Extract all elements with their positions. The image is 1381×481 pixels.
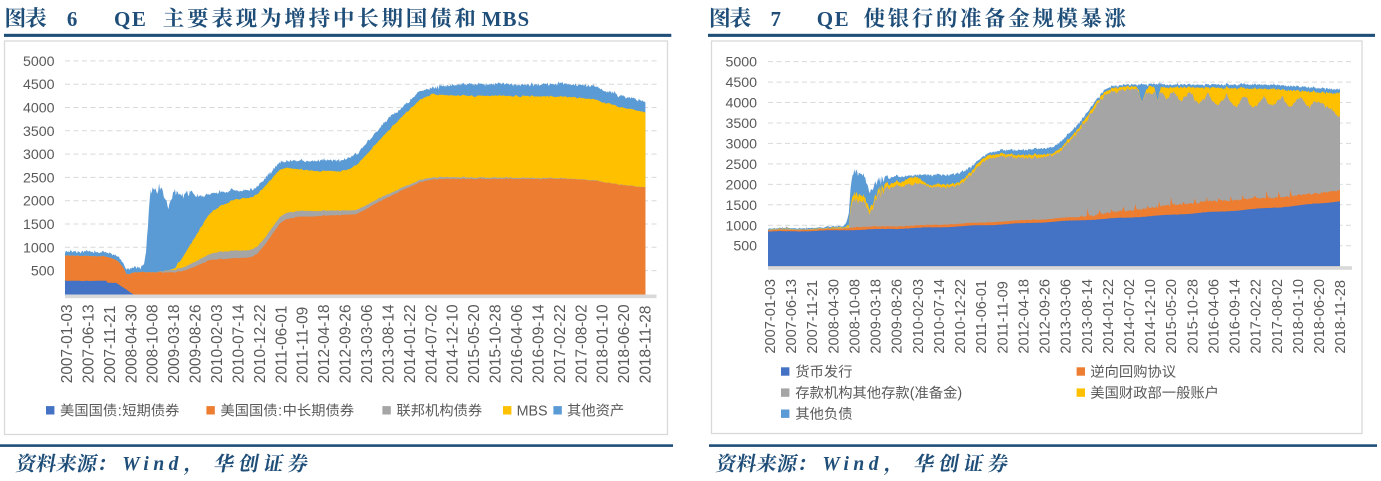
svg-text:QE: QE bbox=[817, 7, 850, 31]
svg-text:2015-05-20: 2015-05-20 bbox=[466, 304, 483, 383]
svg-text:2010-12-22: 2010-12-22 bbox=[953, 279, 969, 354]
svg-text::: : bbox=[278, 403, 282, 419]
svg-text:2008-04-30: 2008-04-30 bbox=[826, 279, 842, 354]
svg-text:2018-01-10: 2018-01-10 bbox=[595, 304, 612, 383]
svg-text:2007-01-03: 2007-01-03 bbox=[763, 279, 779, 354]
svg-text:2008-04-30: 2008-04-30 bbox=[123, 304, 140, 383]
svg-text:2015-05-20: 2015-05-20 bbox=[1164, 279, 1180, 354]
svg-text:): ) bbox=[957, 386, 962, 402]
svg-text:4000: 4000 bbox=[23, 101, 55, 117]
svg-text:2010-12-22: 2010-12-22 bbox=[252, 304, 269, 383]
svg-text:2013-08-14: 2013-08-14 bbox=[1080, 279, 1096, 354]
svg-text:4000: 4000 bbox=[725, 96, 757, 112]
svg-text:4500: 4500 bbox=[23, 77, 55, 93]
svg-text:2018-11-28: 2018-11-28 bbox=[638, 306, 655, 384]
svg-text:2014-12-10: 2014-12-10 bbox=[1143, 279, 1159, 354]
svg-text:2010-07-14: 2010-07-14 bbox=[230, 304, 247, 383]
svg-text:2007-06-13: 2007-06-13 bbox=[784, 279, 800, 354]
svg-text:QE: QE bbox=[114, 7, 147, 31]
svg-text:2008-10-08: 2008-10-08 bbox=[145, 304, 162, 383]
svg-text:MBS: MBS bbox=[482, 7, 531, 31]
svg-text:MBS: MBS bbox=[517, 403, 548, 419]
svg-text:2009-03-18: 2009-03-18 bbox=[869, 279, 885, 354]
svg-text:2018-11-28: 2018-11-28 bbox=[1333, 280, 1349, 354]
svg-text:2017-02-22: 2017-02-22 bbox=[1249, 279, 1265, 354]
svg-text:3000: 3000 bbox=[23, 147, 55, 163]
svg-text:2018-01-10: 2018-01-10 bbox=[1291, 279, 1307, 354]
svg-text:3000: 3000 bbox=[725, 136, 757, 152]
svg-text:2015-10-28: 2015-10-28 bbox=[488, 304, 505, 383]
svg-text:2011-11-09: 2011-11-09 bbox=[295, 307, 312, 383]
svg-text:4500: 4500 bbox=[725, 75, 757, 91]
svg-text:500: 500 bbox=[31, 264, 55, 280]
svg-text:2009-08-26: 2009-08-26 bbox=[188, 304, 205, 383]
svg-text:2016-04-06: 2016-04-06 bbox=[1207, 279, 1223, 354]
svg-text:(: ( bbox=[910, 386, 915, 402]
svg-text:3500: 3500 bbox=[23, 124, 55, 140]
svg-text:2500: 2500 bbox=[23, 170, 55, 186]
svg-text:1500: 1500 bbox=[725, 198, 757, 214]
svg-text:2011-06-01: 2011-06-01 bbox=[273, 306, 290, 384]
svg-text:2016-09-14: 2016-09-14 bbox=[1228, 279, 1244, 354]
svg-text:6: 6 bbox=[67, 7, 78, 31]
svg-text:2013-03-06: 2013-03-06 bbox=[359, 304, 376, 383]
svg-text:1000: 1000 bbox=[23, 240, 55, 256]
svg-text:2012-09-26: 2012-09-26 bbox=[1038, 279, 1054, 354]
svg-text:2011-06-01: 2011-06-01 bbox=[974, 280, 990, 354]
svg-text::: : bbox=[118, 403, 122, 419]
svg-text:2017-08-02: 2017-08-02 bbox=[1270, 279, 1286, 354]
svg-text:2014-07-02: 2014-07-02 bbox=[423, 304, 440, 383]
svg-text:2017-08-02: 2017-08-02 bbox=[573, 304, 590, 383]
svg-text:2000: 2000 bbox=[23, 194, 55, 210]
svg-text:2014-01-22: 2014-01-22 bbox=[1101, 279, 1117, 354]
svg-text:1500: 1500 bbox=[23, 217, 55, 233]
svg-text:2012-04-18: 2012-04-18 bbox=[316, 304, 333, 383]
svg-text:2013-03-06: 2013-03-06 bbox=[1059, 279, 1075, 354]
svg-text:2016-09-14: 2016-09-14 bbox=[530, 304, 547, 383]
svg-text:2010-02-03: 2010-02-03 bbox=[209, 304, 226, 383]
svg-text:3500: 3500 bbox=[725, 116, 757, 132]
svg-text:1000: 1000 bbox=[725, 218, 757, 234]
svg-text:2007-11-21: 2007-11-21 bbox=[805, 280, 821, 354]
svg-text:2008-10-08: 2008-10-08 bbox=[848, 279, 864, 354]
svg-text:2009-03-18: 2009-03-18 bbox=[166, 304, 183, 383]
svg-text:2015-10-28: 2015-10-28 bbox=[1185, 279, 1201, 354]
svg-text:2018-06-20: 2018-06-20 bbox=[1312, 279, 1328, 354]
svg-text:2000: 2000 bbox=[725, 177, 757, 193]
svg-text:500: 500 bbox=[733, 239, 757, 255]
svg-text:2009-08-26: 2009-08-26 bbox=[890, 279, 906, 354]
svg-text:2014-07-02: 2014-07-02 bbox=[1122, 279, 1138, 354]
svg-text:2007-01-03: 2007-01-03 bbox=[59, 304, 76, 383]
svg-text:2014-12-10: 2014-12-10 bbox=[445, 304, 462, 383]
svg-text:2500: 2500 bbox=[725, 157, 757, 173]
svg-text:5000: 5000 bbox=[725, 55, 757, 71]
svg-text:2013-08-14: 2013-08-14 bbox=[380, 304, 397, 383]
svg-text:Wind: Wind bbox=[122, 454, 183, 475]
svg-text:2018-06-20: 2018-06-20 bbox=[616, 304, 633, 383]
svg-text:Wind: Wind bbox=[822, 454, 883, 475]
svg-text:2016-04-06: 2016-04-06 bbox=[509, 304, 526, 383]
svg-text:5000: 5000 bbox=[23, 54, 55, 70]
svg-text:2012-04-18: 2012-04-18 bbox=[1016, 279, 1032, 354]
svg-text:2014-01-22: 2014-01-22 bbox=[402, 304, 419, 383]
svg-text:2017-02-22: 2017-02-22 bbox=[552, 304, 569, 383]
svg-text:2012-09-26: 2012-09-26 bbox=[338, 304, 355, 383]
svg-text:2007-11-21: 2007-11-21 bbox=[102, 306, 119, 384]
svg-text:2007-06-13: 2007-06-13 bbox=[80, 304, 97, 383]
svg-text:2010-07-14: 2010-07-14 bbox=[932, 279, 948, 354]
svg-text:2010-02-03: 2010-02-03 bbox=[911, 279, 927, 354]
svg-text:2011-11-09: 2011-11-09 bbox=[995, 281, 1011, 353]
svg-text:7: 7 bbox=[771, 7, 782, 31]
